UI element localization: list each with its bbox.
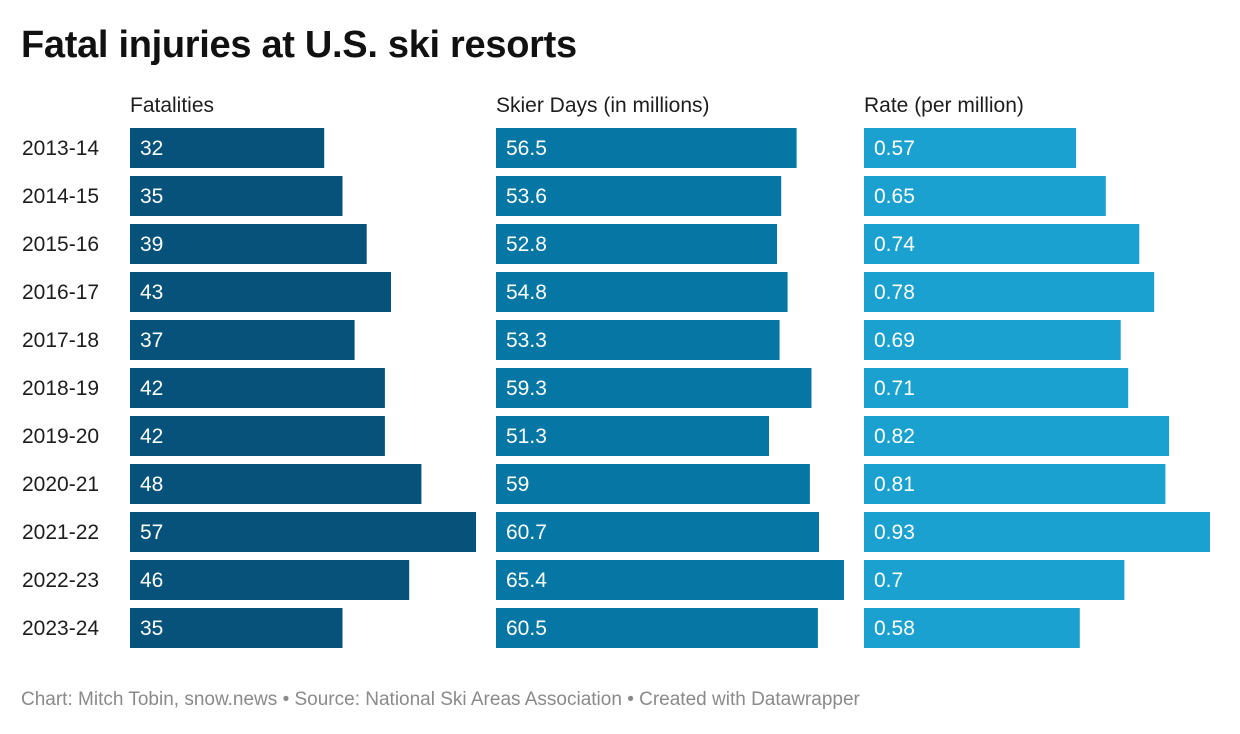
bar — [496, 272, 788, 312]
source-text: Source: National Ski Areas Association — [294, 689, 622, 710]
category-label: 2015-16 — [22, 233, 99, 256]
bar — [130, 416, 385, 456]
category-label: 2019-20 — [22, 425, 99, 448]
bar — [130, 368, 385, 408]
category-label: 2014-15 — [22, 185, 99, 208]
bar — [864, 368, 1129, 408]
data-label: 52.8 — [506, 233, 547, 256]
bar — [864, 560, 1125, 600]
bar — [864, 224, 1140, 264]
category-label: 2022-23 — [22, 569, 99, 592]
bar — [130, 224, 367, 264]
series-header: Fatalities — [130, 94, 214, 117]
category-label: 2017-18 — [22, 329, 99, 352]
data-label: 0.82 — [874, 425, 915, 448]
footer-separator: • — [627, 689, 634, 710]
data-label: 42 — [140, 377, 163, 400]
bar — [130, 512, 476, 552]
bar — [130, 128, 325, 168]
bar — [130, 176, 343, 216]
category-label: 2020-21 — [22, 473, 99, 496]
data-label: 46 — [140, 569, 163, 592]
data-label: 57 — [140, 521, 163, 544]
data-label: 0.81 — [874, 473, 915, 496]
bar — [496, 464, 810, 504]
data-label: 0.69 — [874, 329, 915, 352]
bar — [864, 176, 1106, 216]
bar — [864, 320, 1121, 360]
series-header: Rate (per million) — [864, 94, 1024, 117]
category-label: 2021-22 — [22, 521, 99, 544]
data-label: 32 — [140, 137, 163, 160]
bar — [130, 464, 422, 504]
bar — [496, 368, 812, 408]
credit-text: Chart: Mitch Tobin, snow.news — [21, 689, 278, 710]
bar — [130, 320, 355, 360]
data-label: 0.71 — [874, 377, 915, 400]
data-label: 56.5 — [506, 137, 547, 160]
data-label: 43 — [140, 281, 163, 304]
series-header: Skier Days (in millions) — [496, 94, 710, 117]
chart-footer: Chart: Mitch Tobin, snow.news • Source: … — [21, 688, 860, 712]
data-label: 0.93 — [874, 521, 915, 544]
data-label: 0.65 — [874, 185, 915, 208]
category-label: 2013-14 — [22, 137, 99, 160]
bar-chart: 2013-14 2014-15 2015-16 2016-17 2017-18 2018-… — [22, 94, 1210, 648]
data-label: 59.3 — [506, 377, 547, 400]
bar — [496, 224, 777, 264]
data-label: 54.8 — [506, 281, 547, 304]
bar — [496, 176, 782, 216]
bar — [496, 560, 844, 600]
bar — [130, 608, 343, 648]
data-label: 48 — [140, 473, 163, 496]
bar — [864, 272, 1155, 312]
datawrapper-link[interactable]: Created with Datawrapper — [639, 689, 860, 710]
data-label: 42 — [140, 425, 163, 448]
data-label: 0.78 — [874, 281, 915, 304]
bar — [130, 272, 391, 312]
data-label: 0.58 — [874, 617, 915, 640]
data-label: 53.3 — [506, 329, 547, 352]
bar — [496, 608, 818, 648]
bar — [496, 512, 819, 552]
data-label: 35 — [140, 617, 163, 640]
data-label: 37 — [140, 329, 163, 352]
bar — [864, 512, 1210, 552]
category-label: 2018-19 — [22, 377, 99, 400]
data-label: 35 — [140, 185, 163, 208]
category-label: 2023-24 — [22, 617, 99, 640]
data-label: 60.5 — [506, 617, 547, 640]
data-label: 53.6 — [506, 185, 547, 208]
data-label: 51.3 — [506, 425, 547, 448]
bar — [864, 608, 1080, 648]
category-label: 2016-17 — [22, 281, 99, 304]
bar — [130, 560, 410, 600]
data-label: 65.4 — [506, 569, 547, 592]
data-label: 0.74 — [874, 233, 915, 256]
bar — [496, 320, 780, 360]
footer-separator: • — [282, 689, 290, 710]
bar — [496, 416, 769, 456]
data-label: 39 — [140, 233, 163, 256]
bar — [864, 416, 1170, 456]
data-label: 0.7 — [874, 569, 903, 592]
data-label: 60.7 — [506, 521, 547, 544]
bar — [496, 128, 797, 168]
chart-title: Fatal injuries at U.S. ski resorts — [21, 24, 577, 66]
data-label: 59 — [506, 473, 529, 496]
bar — [864, 128, 1077, 168]
data-label: 0.57 — [874, 137, 915, 160]
bar — [864, 464, 1166, 504]
